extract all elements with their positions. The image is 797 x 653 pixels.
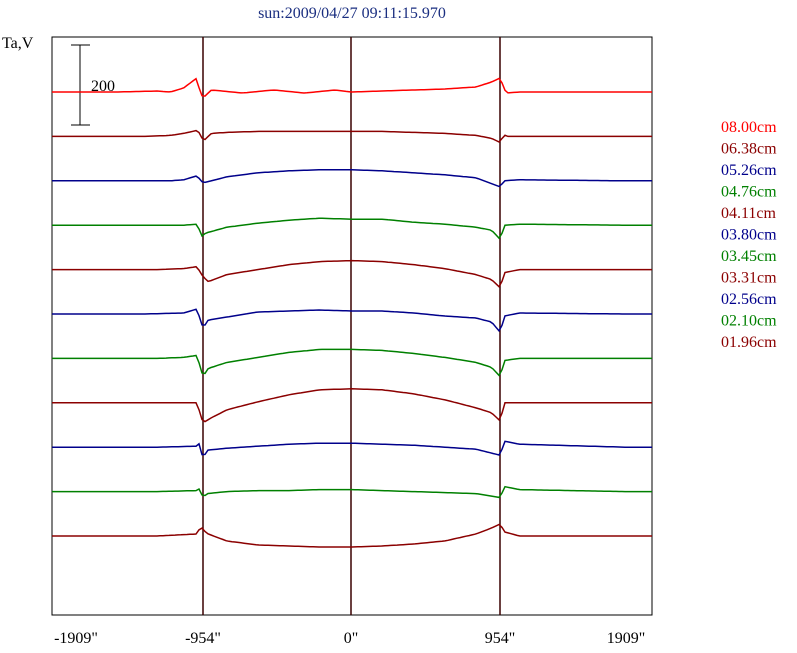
series-line-06.38cm	[52, 129, 652, 143]
series-line-01.96cm	[52, 523, 652, 548]
plot-frame	[51, 36, 653, 616]
x-tick-label: 1909"	[607, 630, 646, 647]
legend-entry-02.10cm: 02.10cm	[721, 313, 777, 330]
chart-title: sun:2009/04/27 09:11:15.970	[258, 5, 446, 22]
series-line-08.00cm	[52, 77, 652, 97]
x-tick-labels: -1909" -954" 0" 954" 1909"	[54, 630, 645, 647]
x-tick-label: -954"	[185, 630, 221, 647]
legend-entry-08.00cm: 08.00cm	[721, 119, 777, 136]
series-line-04.76cm	[52, 217, 652, 240]
x-tick-label: 954"	[485, 630, 516, 647]
legend: 08.00cm 06.38cm 05.26cm 04.76cm 04.11cm 03.80…	[721, 119, 777, 351]
x-tick-label: 0"	[344, 630, 359, 647]
y-axis-label: Ta,V	[2, 35, 34, 52]
series-line-05.26cm	[52, 169, 652, 188]
series-line-04.11cm	[52, 259, 652, 288]
series-lines	[52, 77, 652, 548]
vertical-markers	[202, 37, 501, 615]
series-line-03.80cm	[52, 308, 652, 333]
legend-entry-06.38cm: 06.38cm	[721, 141, 777, 158]
legend-entry-03.80cm: 03.80cm	[721, 227, 777, 244]
legend-entry-03.31cm: 03.31cm	[721, 270, 777, 287]
series-line-03.45cm	[52, 348, 652, 377]
legend-entry-04.11cm: 04.11cm	[721, 205, 777, 222]
legend-entry-01.96cm: 01.96cm	[721, 334, 777, 351]
legend-entry-03.45cm: 03.45cm	[721, 248, 777, 265]
series-line-02.10cm	[52, 485, 652, 499]
scale-bar: 200	[71, 44, 115, 126]
legend-entry-04.76cm: 04.76cm	[721, 184, 777, 201]
series-line-03.31cm	[52, 388, 652, 423]
legend-entry-05.26cm: 05.26cm	[721, 162, 777, 179]
scale-bar-label: 200	[91, 78, 115, 95]
x-tick-label: -1909"	[54, 630, 98, 647]
legend-entry-02.56cm: 02.56cm	[721, 291, 777, 308]
series-line-02.56cm	[52, 440, 652, 456]
